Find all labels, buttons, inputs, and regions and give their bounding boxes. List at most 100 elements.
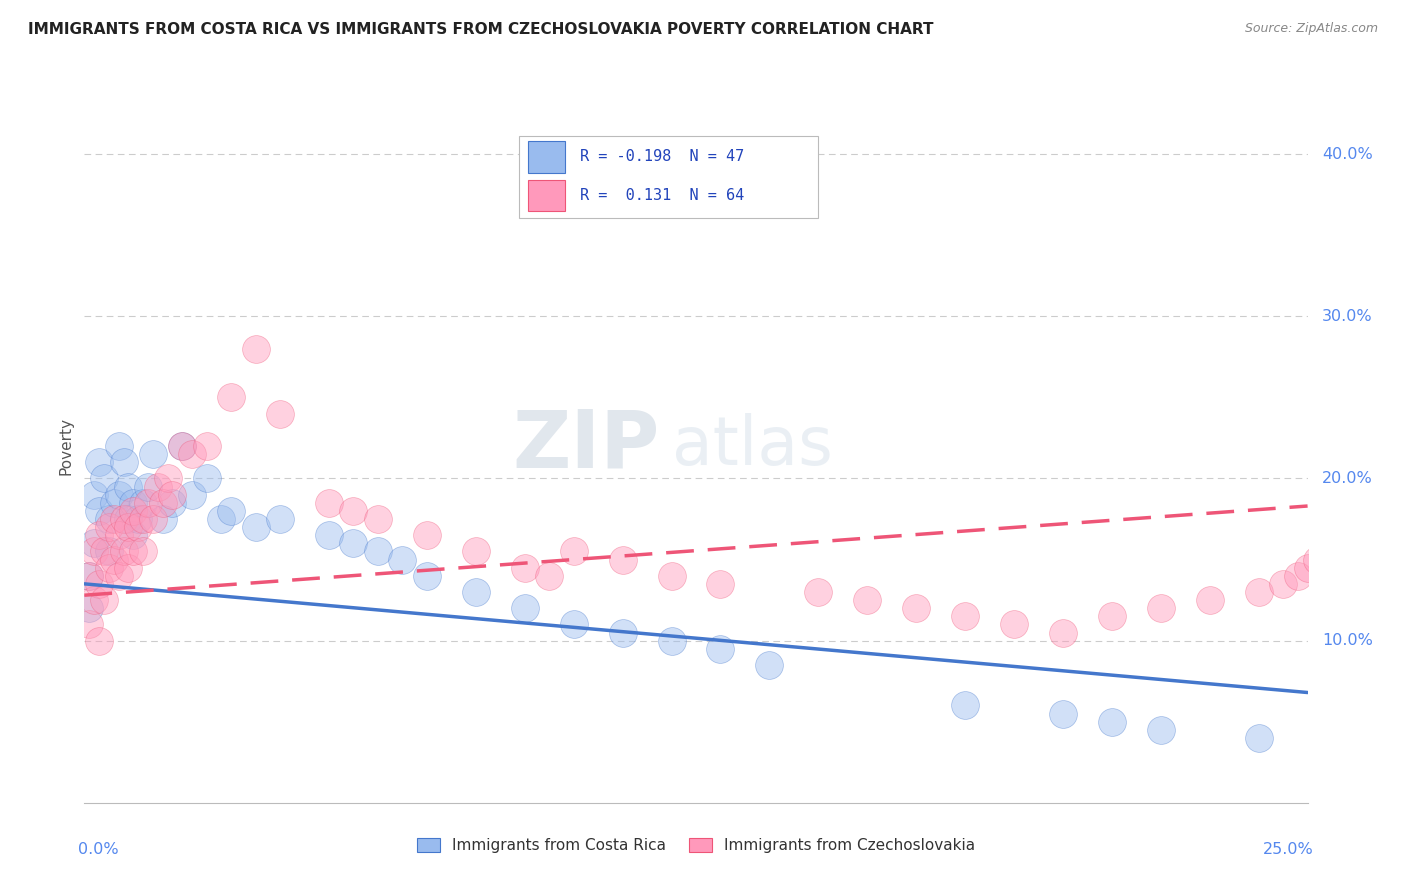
Point — [905, 601, 928, 615]
Text: IMMIGRANTS FROM COSTA RICA VS IMMIGRANTS FROM CZECHOSLOVAKIA POVERTY CORRELATION: IMMIGRANTS FROM COSTA RICA VS IMMIGRANTS… — [28, 22, 934, 37]
Point — [93, 544, 115, 558]
FancyBboxPatch shape — [529, 141, 565, 172]
Point — [856, 593, 879, 607]
Text: 10.0%: 10.0% — [1322, 633, 1374, 648]
Point — [122, 544, 145, 558]
Point — [132, 496, 155, 510]
Point — [342, 536, 364, 550]
Point — [83, 488, 105, 502]
Point — [562, 544, 585, 558]
Point — [1336, 536, 1358, 550]
Point — [367, 512, 389, 526]
Point — [1346, 528, 1368, 542]
Point — [142, 512, 165, 526]
Point — [122, 504, 145, 518]
Point — [318, 528, 340, 542]
Point — [77, 601, 100, 615]
Point — [97, 544, 120, 558]
Point — [209, 512, 232, 526]
Point — [709, 577, 731, 591]
Point — [661, 633, 683, 648]
Point — [156, 471, 179, 485]
Point — [112, 512, 135, 526]
Point — [1150, 601, 1173, 615]
Point — [77, 568, 100, 582]
Point — [195, 439, 218, 453]
Point — [416, 528, 439, 542]
Point — [538, 568, 561, 582]
Point — [612, 552, 634, 566]
Text: ZIP: ZIP — [512, 407, 659, 485]
Point — [127, 520, 149, 534]
Point — [162, 488, 184, 502]
Point — [1002, 617, 1025, 632]
Point — [342, 504, 364, 518]
Point — [117, 560, 139, 574]
Point — [87, 577, 110, 591]
Point — [107, 568, 129, 582]
Point — [97, 520, 120, 534]
Point — [612, 625, 634, 640]
Point — [83, 544, 105, 558]
Point — [1052, 625, 1074, 640]
Point — [93, 593, 115, 607]
Point — [953, 698, 976, 713]
Point — [87, 504, 110, 518]
Point — [1306, 552, 1329, 566]
Point — [112, 455, 135, 469]
Point — [172, 439, 194, 453]
Point — [152, 512, 174, 526]
Point — [219, 390, 242, 404]
Point — [112, 544, 135, 558]
Point — [107, 528, 129, 542]
Point — [661, 568, 683, 582]
Point — [97, 560, 120, 574]
Y-axis label: Poverty: Poverty — [58, 417, 73, 475]
Point — [1296, 560, 1319, 574]
Point — [1198, 593, 1220, 607]
Point — [1272, 577, 1295, 591]
Point — [709, 641, 731, 656]
Point — [107, 488, 129, 502]
Point — [367, 544, 389, 558]
Point — [107, 439, 129, 453]
Point — [195, 471, 218, 485]
Text: atlas: atlas — [672, 413, 832, 479]
Point — [1101, 609, 1123, 624]
FancyBboxPatch shape — [519, 136, 818, 218]
Point — [953, 609, 976, 624]
Point — [416, 568, 439, 582]
Point — [132, 512, 155, 526]
Point — [146, 479, 169, 493]
Point — [122, 528, 145, 542]
Point — [269, 512, 291, 526]
Text: 25.0%: 25.0% — [1263, 842, 1313, 857]
Point — [245, 342, 267, 356]
Point — [83, 536, 105, 550]
Text: 40.0%: 40.0% — [1322, 146, 1374, 161]
Point — [122, 496, 145, 510]
Point — [87, 455, 110, 469]
Text: R = -0.198  N = 47: R = -0.198 N = 47 — [579, 150, 744, 164]
Point — [142, 447, 165, 461]
Point — [1101, 714, 1123, 729]
Point — [245, 520, 267, 534]
Point — [132, 544, 155, 558]
Point — [93, 471, 115, 485]
Point — [1052, 706, 1074, 721]
Point — [103, 512, 125, 526]
Point — [117, 479, 139, 493]
Point — [391, 552, 413, 566]
Text: 30.0%: 30.0% — [1322, 309, 1372, 324]
Point — [117, 520, 139, 534]
Point — [127, 512, 149, 526]
Point — [318, 496, 340, 510]
Point — [464, 544, 486, 558]
Point — [181, 447, 204, 461]
Point — [464, 585, 486, 599]
Text: 20.0%: 20.0% — [1322, 471, 1374, 486]
Point — [269, 407, 291, 421]
Point — [117, 512, 139, 526]
Point — [83, 593, 105, 607]
Point — [172, 439, 194, 453]
